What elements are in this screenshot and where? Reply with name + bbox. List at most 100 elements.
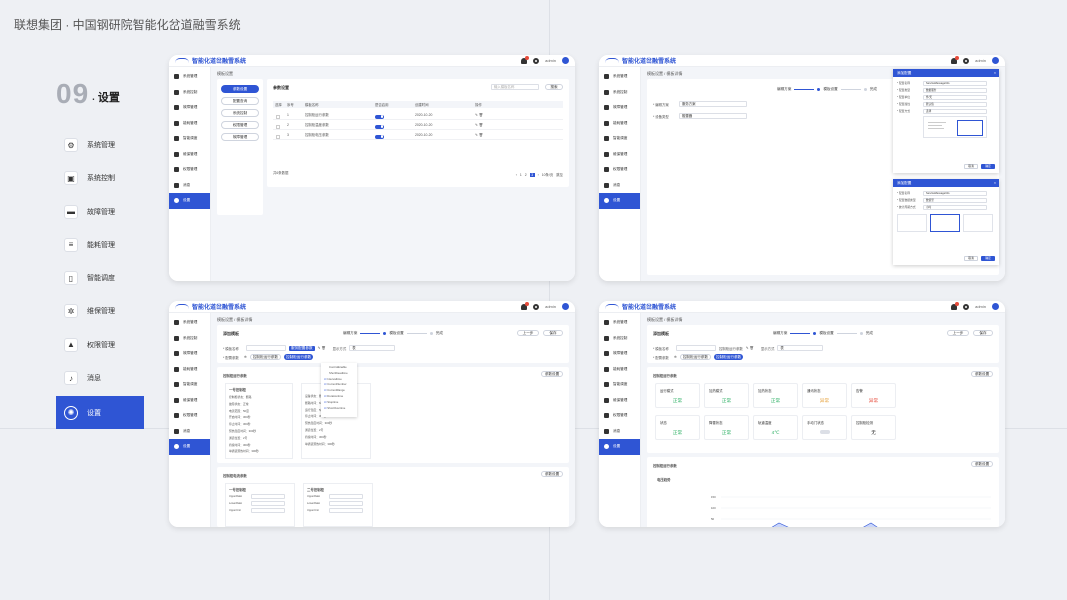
display-mode-select[interactable]: 表 <box>777 345 824 351</box>
sidebar-item[interactable]: 维保管理 <box>599 147 640 163</box>
table-row[interactable]: 1 控制柜运行参数 2020-10-20 ✎ 🗑 <box>273 110 563 120</box>
sidebar-item-settings[interactable]: 设置 <box>599 439 640 455</box>
save-button[interactable]: 保存 <box>543 330 563 336</box>
sidebar-item[interactable]: 权限管理 <box>599 162 640 178</box>
preview-option[interactable] <box>963 214 993 232</box>
enable-toggle[interactable] <box>375 124 384 129</box>
sidebar-item[interactable]: 维保管理 <box>169 393 210 409</box>
close-icon[interactable]: × <box>993 71 996 75</box>
template-name-input[interactable] <box>246 345 286 351</box>
scheme-select[interactable]: 服务方案 <box>679 101 747 107</box>
sidebar-item[interactable]: 系统控制 <box>169 331 210 347</box>
param-select[interactable] <box>329 508 363 513</box>
dialog-input[interactable]: ServiceMessageInfo <box>923 191 987 196</box>
menu-item-params[interactable]: 参数设置 <box>221 85 259 93</box>
sidebar-item[interactable]: 智能调度 <box>599 377 640 393</box>
sidebar-item[interactable]: 故障管理 <box>169 100 210 116</box>
avatar[interactable] <box>562 57 569 64</box>
prev-page-icon[interactable]: ‹ <box>515 172 517 177</box>
dialog-input[interactable]: 数据服务 <box>923 88 987 93</box>
sidebar-item[interactable]: 系统控制 <box>599 85 640 101</box>
edit-icon[interactable]: ✎ 🗑 <box>475 132 484 137</box>
sidebar-item[interactable]: 维保管理 <box>599 393 640 409</box>
nav-item-system[interactable]: ⚙ 系统管理 <box>56 130 144 160</box>
bell-icon[interactable] <box>951 301 960 310</box>
sidebar-item[interactable]: 智能调度 <box>169 131 210 147</box>
param-input[interactable] <box>251 494 285 499</box>
sidebar-item[interactable]: 消息 <box>599 424 640 440</box>
sidebar-item[interactable]: 系统控制 <box>169 85 210 101</box>
dropdown-option[interactable]: ShortDeadtime <box>329 370 348 375</box>
config-chip[interactable]: 控制柜运行参数 <box>679 354 711 360</box>
menu-item-control[interactable]: 系统控制 <box>221 109 259 117</box>
add-icon[interactable]: ⊕ <box>674 355 677 359</box>
nav-item-permission[interactable]: ▲ 权限管理 <box>56 330 144 360</box>
avatar[interactable] <box>992 57 999 64</box>
sidebar-item[interactable]: 能耗管理 <box>169 362 210 378</box>
config-chip-active[interactable]: 控制柜运行参数 <box>284 354 314 360</box>
selected-tag[interactable]: 服务配置参数 <box>289 345 315 351</box>
close-icon[interactable]: × <box>993 181 996 185</box>
sidebar-item[interactable]: 故障管理 <box>169 346 210 362</box>
cancel-button[interactable]: 取消 <box>964 256 978 261</box>
dialog-input[interactable]: ServiceMessageInfo <box>923 81 987 86</box>
door-toggle[interactable] <box>820 430 830 434</box>
dialog-input[interactable]: 数值型 <box>923 198 987 203</box>
table-row[interactable]: 2 控制柜温度参数 2020-10-20 ✎ 🗑 <box>273 120 563 130</box>
param-settings-button[interactable]: 参数设置 <box>971 371 993 377</box>
gear-icon[interactable] <box>533 57 540 64</box>
dropdown-option[interactable]: ☑ Stoptime <box>324 400 354 406</box>
save-button[interactable]: 保存 <box>973 330 993 336</box>
dropdown-option[interactable]: ☑ CurrentRange <box>324 388 354 394</box>
preview-option-selected[interactable] <box>957 120 983 136</box>
param-settings-button[interactable]: 参数设置 <box>541 371 563 377</box>
search-button[interactable]: 搜索 <box>545 84 563 90</box>
config-chip[interactable]: 控制柜运行参数 <box>249 354 281 360</box>
dialog-input[interactable]: 件/天 <box>923 95 987 100</box>
row-checkbox[interactable] <box>276 114 280 119</box>
sidebar-item[interactable]: 权限管理 <box>169 162 210 178</box>
device-type-select[interactable]: 融雪器 <box>679 113 747 119</box>
search-input[interactable]: 输入模板名称 <box>491 84 539 90</box>
edit-icon[interactable]: ✎ 🗑 <box>745 346 754 350</box>
param-select[interactable] <box>251 508 285 513</box>
confirm-button[interactable]: 确定 <box>981 256 995 261</box>
dropdown-option[interactable]: ☑ ShortOvertime <box>324 406 354 412</box>
nav-item-fault[interactable]: ▬ 故障管理 <box>56 197 144 227</box>
sidebar-item[interactable]: 系统管理 <box>599 69 640 85</box>
row-checkbox[interactable] <box>276 124 280 129</box>
dialog-input[interactable]: 默认值 <box>923 102 987 107</box>
edit-icon[interactable]: ✎ 🗑 <box>475 112 484 117</box>
dropdown-option[interactable]: ☑ Durationtime <box>324 394 354 400</box>
gear-icon[interactable] <box>963 303 970 310</box>
menu-item-query[interactable]: 配置查询 <box>221 97 259 105</box>
sidebar-item[interactable]: 智能调度 <box>599 131 640 147</box>
nav-item-message[interactable]: ♪ 消息 <box>56 363 144 393</box>
param-input[interactable] <box>329 501 363 506</box>
param-settings-button[interactable]: 参数设置 <box>971 461 993 467</box>
dropdown-option[interactable]: ☑ Intervaltime <box>324 377 354 383</box>
table-row[interactable]: 3 控制柜电压参数 2020-10-20 ✎ 🗑 <box>273 130 563 140</box>
sidebar-item[interactable]: 故障管理 <box>599 346 640 362</box>
enable-toggle[interactable] <box>375 114 384 119</box>
gear-icon[interactable] <box>533 303 540 310</box>
preview-option[interactable] <box>897 214 927 232</box>
sidebar-item[interactable]: 系统控制 <box>599 331 640 347</box>
cancel-button[interactable]: 取消 <box>964 164 978 169</box>
param-input[interactable] <box>329 494 363 499</box>
nav-item-settings[interactable]: ✺ 设置 <box>56 396 144 430</box>
sidebar-item[interactable]: 能耗管理 <box>599 116 640 132</box>
dialog-input[interactable]: 选择 <box>923 109 987 114</box>
sidebar-item[interactable]: 消息 <box>169 178 210 194</box>
sidebar-item-settings[interactable]: 设置 <box>169 193 210 209</box>
edit-icon[interactable]: ✎ 🗑 <box>475 122 484 127</box>
param-input[interactable] <box>251 501 285 506</box>
sidebar-item[interactable]: 系统管理 <box>169 69 210 85</box>
menu-item-fault[interactable]: 故障管理 <box>221 133 259 141</box>
template-name-input[interactable] <box>676 345 716 351</box>
sidebar-item[interactable]: 权限管理 <box>169 408 210 424</box>
sidebar-item[interactable]: 消息 <box>169 424 210 440</box>
display-mode-select[interactable]: 表 <box>349 345 396 351</box>
sidebar-item[interactable]: 能耗管理 <box>599 362 640 378</box>
sidebar-item-settings[interactable]: 设置 <box>599 193 640 209</box>
